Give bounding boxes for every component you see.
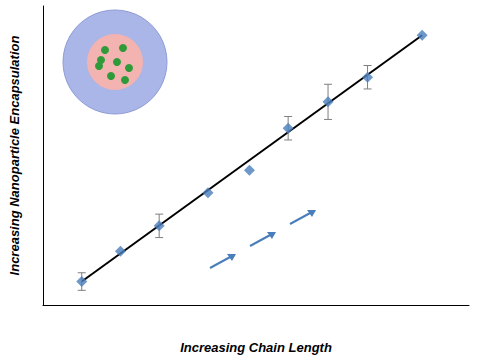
svg-text:Increasing Nanoparticle Encaps: Increasing Nanoparticle Encapsulation bbox=[7, 36, 22, 276]
svg-text:Increasing Chain Length: Increasing Chain Length bbox=[180, 340, 332, 355]
